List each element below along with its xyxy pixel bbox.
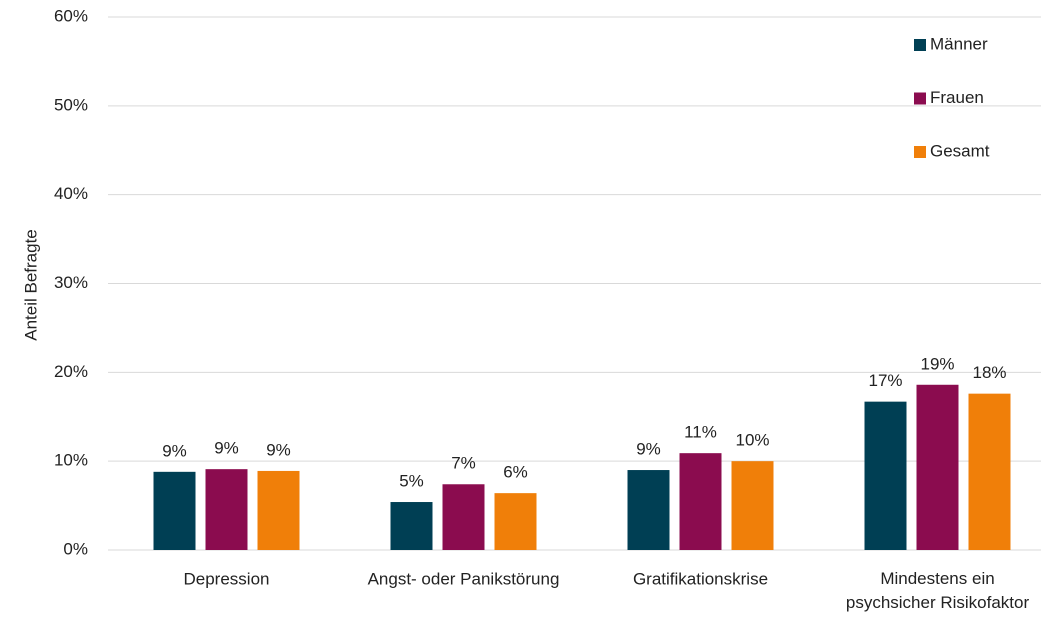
- y-tick-label: 30%: [54, 273, 88, 292]
- value-label: 6%: [503, 463, 528, 482]
- value-label: 7%: [451, 454, 476, 473]
- legend-label: Frauen: [930, 88, 984, 107]
- x-tick-label: Depression: [184, 569, 270, 588]
- value-label: 19%: [920, 354, 954, 373]
- bar: [442, 484, 485, 550]
- y-axis-label: Anteil Befragte: [21, 229, 40, 341]
- bar: [916, 384, 959, 550]
- legend-swatch: [914, 39, 926, 51]
- bar: [390, 502, 433, 550]
- bar: [153, 471, 196, 550]
- legend-label: Gesamt: [930, 141, 990, 160]
- value-label: 10%: [735, 431, 769, 450]
- y-tick-label: 0%: [63, 539, 88, 558]
- x-tick-label: Angst- oder Panikstörung: [368, 569, 560, 588]
- value-label: 18%: [972, 363, 1006, 382]
- y-tick-label: 20%: [54, 362, 88, 381]
- bar: [627, 470, 670, 550]
- bar: [864, 401, 907, 550]
- bar: [205, 469, 248, 550]
- value-label: 9%: [636, 440, 661, 459]
- bar: [257, 470, 300, 550]
- y-tick-label: 40%: [54, 184, 88, 203]
- y-tick-label: 60%: [54, 6, 88, 25]
- legend-swatch: [914, 92, 926, 105]
- value-label: 9%: [266, 440, 291, 459]
- bar: [731, 461, 774, 550]
- bar: [494, 493, 537, 550]
- x-tick-label: Gratifikationskrise: [633, 569, 768, 588]
- bar: [679, 453, 722, 550]
- value-label: 11%: [684, 423, 717, 442]
- value-label: 9%: [162, 441, 187, 460]
- legend-swatch: [914, 146, 926, 158]
- bar: [968, 393, 1011, 550]
- value-label: 17%: [868, 371, 902, 390]
- legend-label: Männer: [930, 34, 988, 53]
- x-tick-label: Mindestens ein psychsicher Risikofaktor: [846, 569, 1030, 612]
- value-label: 5%: [399, 472, 424, 491]
- y-tick-label: 10%: [54, 451, 88, 470]
- y-tick-label: 50%: [54, 95, 88, 114]
- value-label: 9%: [214, 439, 239, 458]
